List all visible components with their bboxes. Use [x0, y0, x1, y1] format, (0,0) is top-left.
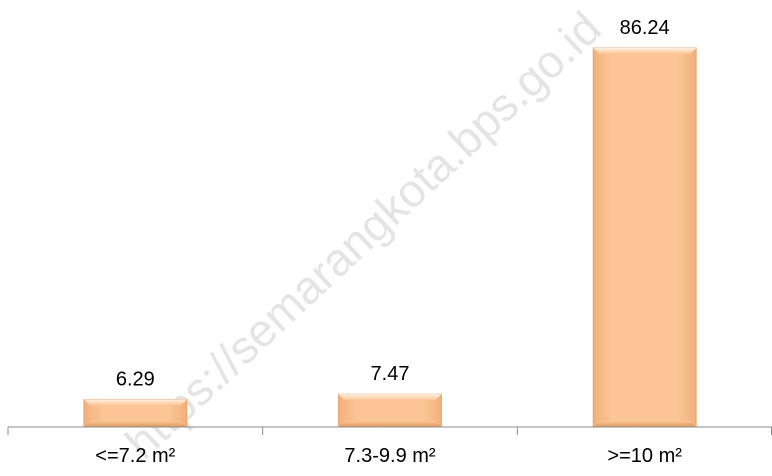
x-axis: <=7.2 m² 7.3-9.9 m² >=10 m²: [7, 426, 772, 467]
bar-1: [83, 398, 188, 428]
bar-value-label-2: 7.47: [371, 363, 410, 385]
bar-3: [592, 47, 697, 428]
x-tick-label-2: 7.3-9.9 m²: [344, 445, 435, 467]
bars-layer: [83, 47, 697, 428]
x-tick-label-3: >=10 m²: [607, 445, 682, 467]
x-tick-label-1: <=7.2 m²: [95, 445, 175, 467]
bar-value-label-3: 86.24: [620, 17, 670, 39]
labels-layer: 6.29 7.47 86.24: [116, 17, 670, 390]
bar-value-label-1: 6.29: [116, 368, 155, 390]
bar-2: [338, 393, 442, 428]
